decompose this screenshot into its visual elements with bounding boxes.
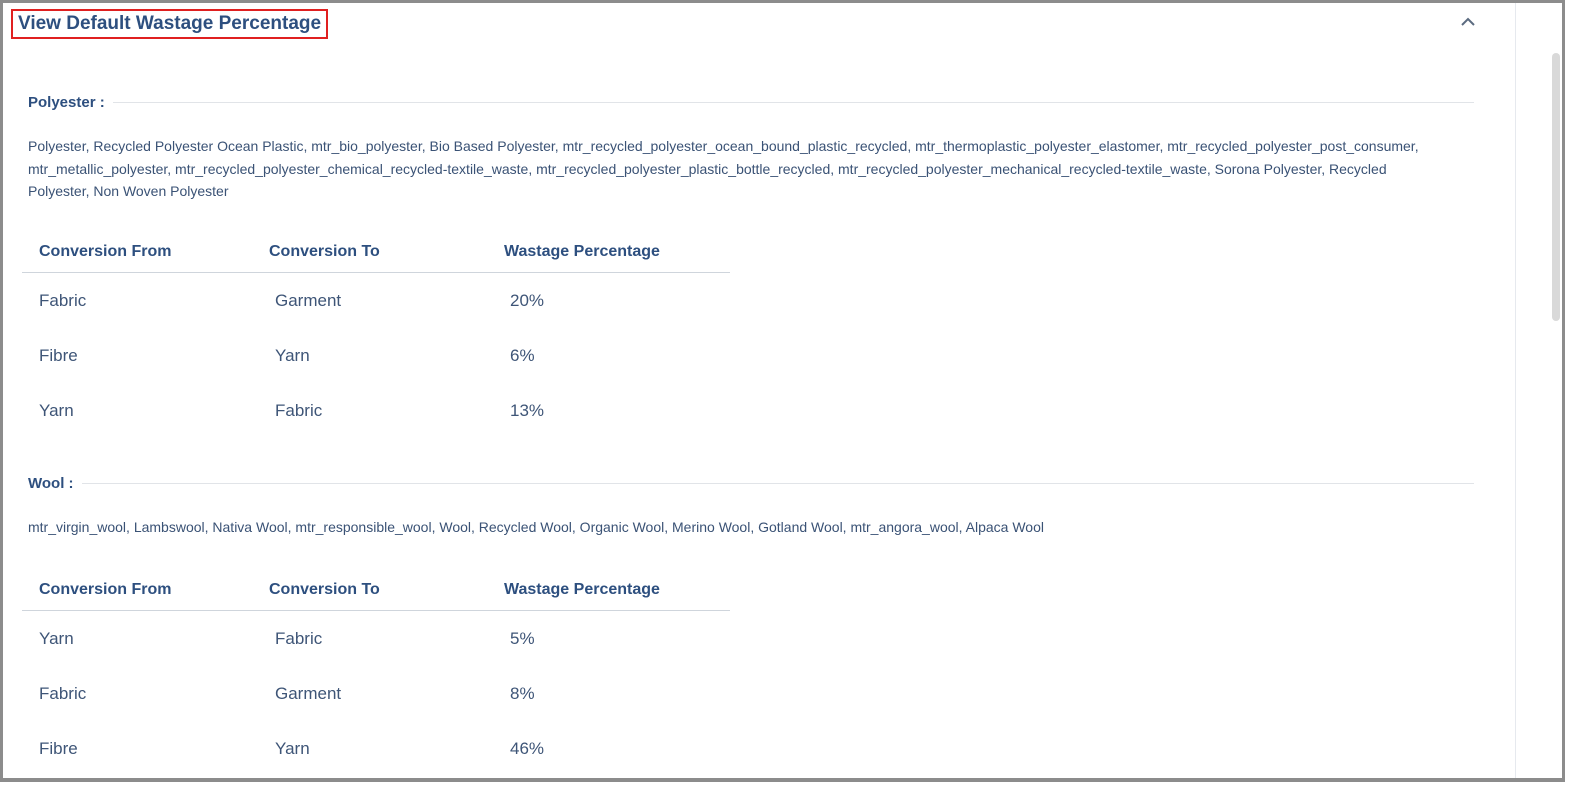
cell-conversion-from: Yarn [39,400,74,420]
chevron-up-icon[interactable] [1457,13,1479,31]
materials-line: mtr_metallic_polyester, mtr_recycled_pol… [28,160,1387,177]
cell-wastage-percentage: 13% [510,400,545,420]
cell-conversion-from: Fabric [39,290,87,310]
header-conversion-to: Conversion To [269,581,380,598]
scrollbar-thumb[interactable] [1552,53,1560,321]
wastage-panel: View Default Wastage Percentage Polyeste… [0,0,1565,782]
cell-conversion-from: Fibre [39,738,78,758]
cell-wastage-percentage: 8% [510,683,535,703]
cell-conversion-to: Yarn [275,345,310,365]
cell-wastage-percentage: 6% [510,345,535,365]
panel-title[interactable]: View Default Wastage Percentage [11,9,329,39]
panel-right-divider [1515,3,1516,778]
section-divider [81,482,1474,484]
cell-conversion-to: Fabric [275,400,323,420]
cell-conversion-to: Garment [275,683,342,703]
panel-title-text: View Default Wastage Percentage [18,13,322,34]
cell-conversion-to: Garment [275,290,342,310]
section-header-polyester: Polyester : [28,91,1474,113]
header-conversion-to: Conversion To [269,243,380,260]
materials-line: mtr_virgin_wool, Lambswool, Nativa Wool,… [28,519,1044,535]
cell-wastage-percentage: 46% [510,738,545,758]
table-row: Fibre Yarn 6% [22,328,730,383]
table-row: Fabric Garment 8% [22,666,730,721]
header-wastage-percentage: Wastage Percentage [504,581,660,598]
wastage-table-wool: Conversion From Conversion To Wastage Pe… [22,570,730,776]
header-conversion-from: Conversion From [39,581,172,598]
cell-conversion-from: Yarn [39,628,74,648]
section-label: Polyester : [28,93,105,111]
table-row: Yarn Fabric 5% [22,611,730,666]
table-header: Conversion From Conversion To Wastage Pe… [22,232,730,273]
table-row: Fabric Garment 20% [22,273,730,328]
materials-list-wool: mtr_virgin_wool, Lambswool, Nativa Wool,… [28,516,1468,539]
table-row: Yarn Fabric 13% [22,383,730,438]
header-conversion-from: Conversion From [39,243,172,260]
cell-conversion-to: Fabric [275,628,323,648]
cell-conversion-to: Yarn [275,738,310,758]
table-header: Conversion From Conversion To Wastage Pe… [22,570,730,611]
cell-conversion-from: Fabric [39,683,87,703]
header-wastage-percentage: Wastage Percentage [504,243,660,260]
cell-wastage-percentage: 20% [510,290,545,310]
section-label: Wool : [28,474,74,492]
materials-line: Polyester, Non Woven Polyester [28,183,229,199]
section-divider [112,101,1474,103]
section-header-wool: Wool : [28,472,1474,494]
cell-conversion-from: Fibre [39,345,78,365]
wastage-table-polyester: Conversion From Conversion To Wastage Pe… [22,232,730,438]
cell-wastage-percentage: 5% [510,628,535,648]
table-row: Fibre Yarn 46% [22,721,730,776]
materials-list-polyester: Polyester, Recycled Polyester Ocean Plas… [28,135,1468,203]
materials-line: Polyester, Recycled Polyester Ocean Plas… [28,138,1419,154]
